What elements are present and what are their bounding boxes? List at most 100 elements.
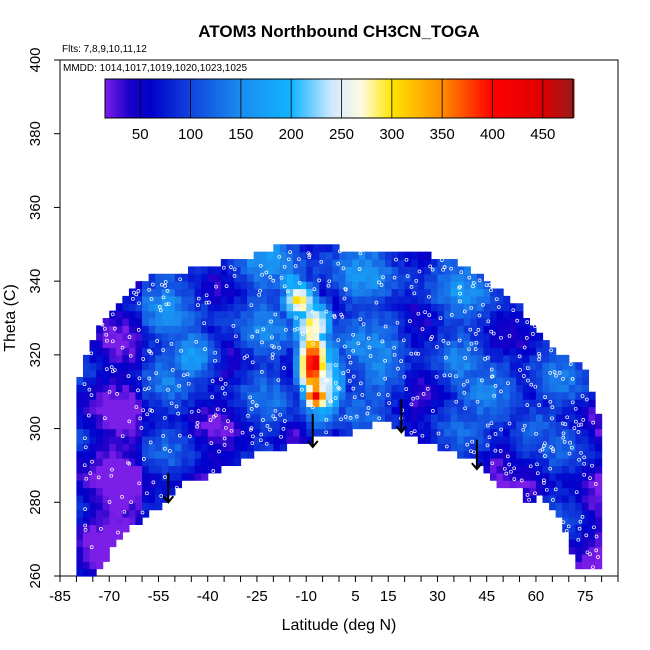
heatmap-cell	[476, 332, 485, 341]
heatmap-cell	[266, 406, 274, 415]
heatmap-cell	[391, 413, 399, 422]
heatmap-cell	[358, 310, 366, 319]
heatmap-cell	[325, 325, 334, 334]
heatmap-cell	[483, 458, 491, 467]
heatmap-cell	[220, 340, 228, 349]
heatmap-cell	[522, 487, 530, 496]
heatmap-cell	[503, 295, 511, 304]
heatmap-cell	[174, 458, 183, 467]
observation-point	[411, 396, 416, 401]
heatmap-cell	[109, 325, 117, 334]
heatmap-cell	[247, 399, 255, 408]
heatmap-cell	[286, 340, 294, 349]
colorbar-segment	[545, 79, 549, 118]
heatmap-cell	[122, 369, 130, 378]
heatmap-cell	[549, 391, 557, 400]
y-tick-label: 280	[27, 490, 44, 515]
heatmap-cell	[168, 362, 176, 371]
heatmap-cell	[279, 435, 288, 444]
heatmap-cell	[332, 251, 340, 260]
heatmap-cell	[404, 303, 412, 312]
heatmap-cell	[424, 273, 432, 282]
heatmap-cell	[325, 406, 334, 415]
colorbar-segment	[171, 79, 174, 118]
heatmap-cell	[201, 303, 209, 312]
colorbar-segment	[320, 79, 323, 118]
heatmap-cell	[299, 354, 307, 363]
observation-point	[328, 399, 333, 404]
heatmap-cell	[142, 384, 150, 393]
heatmap-cell	[155, 406, 163, 415]
heatmap-cell	[299, 413, 307, 422]
observation-point	[83, 445, 88, 450]
heatmap-cell	[109, 465, 117, 474]
heatmap-cell	[260, 443, 268, 452]
heatmap-cell	[417, 259, 425, 267]
heatmap-cell	[503, 421, 511, 430]
observation-point	[351, 332, 355, 337]
observation-point	[441, 339, 446, 343]
observation-point	[590, 463, 594, 468]
heatmap-cell	[253, 295, 261, 304]
heatmap-cell	[352, 384, 360, 393]
heatmap-cell	[247, 303, 255, 312]
heatmap-cell	[122, 480, 130, 489]
heatmap-cell	[470, 295, 478, 304]
heatmap-cell	[529, 354, 537, 363]
heatmap-cell	[581, 561, 590, 570]
heatmap-cell	[391, 384, 399, 393]
heatmap-cell	[260, 354, 268, 363]
observation-point	[297, 257, 301, 262]
colorbar-frame	[104, 78, 574, 119]
colorbar-segment	[449, 79, 452, 118]
observation-point	[248, 427, 253, 432]
observation-point	[164, 302, 169, 307]
heatmap-cell	[181, 421, 189, 430]
observation-point	[563, 422, 568, 427]
observation-point	[273, 312, 278, 317]
heatmap-cell	[266, 354, 274, 363]
heatmap-cell	[76, 376, 84, 385]
heatmap-cell	[148, 369, 156, 378]
colorbar-segment	[451, 79, 454, 118]
observation-point	[161, 295, 166, 300]
heatmap-cell	[286, 406, 294, 415]
observation-point	[217, 449, 221, 454]
heatmap-cell	[575, 561, 583, 570]
heatmap-cell	[430, 421, 439, 430]
heatmap-cell	[365, 266, 373, 275]
heatmap-cell	[96, 443, 104, 452]
heatmap-cell	[325, 251, 334, 260]
observation-point	[489, 421, 494, 426]
heatmap-cell	[161, 458, 169, 467]
heatmap-cell	[155, 281, 163, 290]
heatmap-cell	[332, 325, 340, 334]
heatmap-cell	[339, 288, 347, 297]
heatmap-cell	[247, 362, 255, 371]
heatmap-cell	[339, 347, 347, 356]
heatmap-cell	[483, 362, 491, 371]
heatmap-cell	[194, 310, 202, 319]
heatmap-cell	[542, 428, 550, 437]
colorbar-segment	[495, 79, 499, 118]
heatmap-cell	[404, 406, 412, 415]
heatmap-cell	[266, 310, 274, 319]
heatmap-cell	[89, 539, 97, 548]
heatmap-cell	[109, 354, 117, 363]
heatmap-cell	[489, 332, 498, 341]
heatmap-cell	[489, 391, 498, 400]
heatmap-cell	[286, 354, 294, 363]
colorbar-segment	[471, 79, 474, 118]
observation-point	[522, 374, 526, 378]
observation-point	[423, 310, 427, 315]
heatmap-cell	[102, 376, 110, 385]
observation-point	[126, 374, 131, 378]
colorbar-tick-label: 100	[178, 126, 203, 143]
heatmap-cell	[96, 517, 104, 525]
heatmap-cell	[522, 325, 530, 334]
heatmap-cell	[437, 428, 445, 437]
heatmap-cell	[509, 391, 517, 400]
heatmap-cell	[233, 281, 242, 290]
heatmap-cell	[529, 413, 537, 422]
heatmap-cell	[332, 399, 340, 408]
